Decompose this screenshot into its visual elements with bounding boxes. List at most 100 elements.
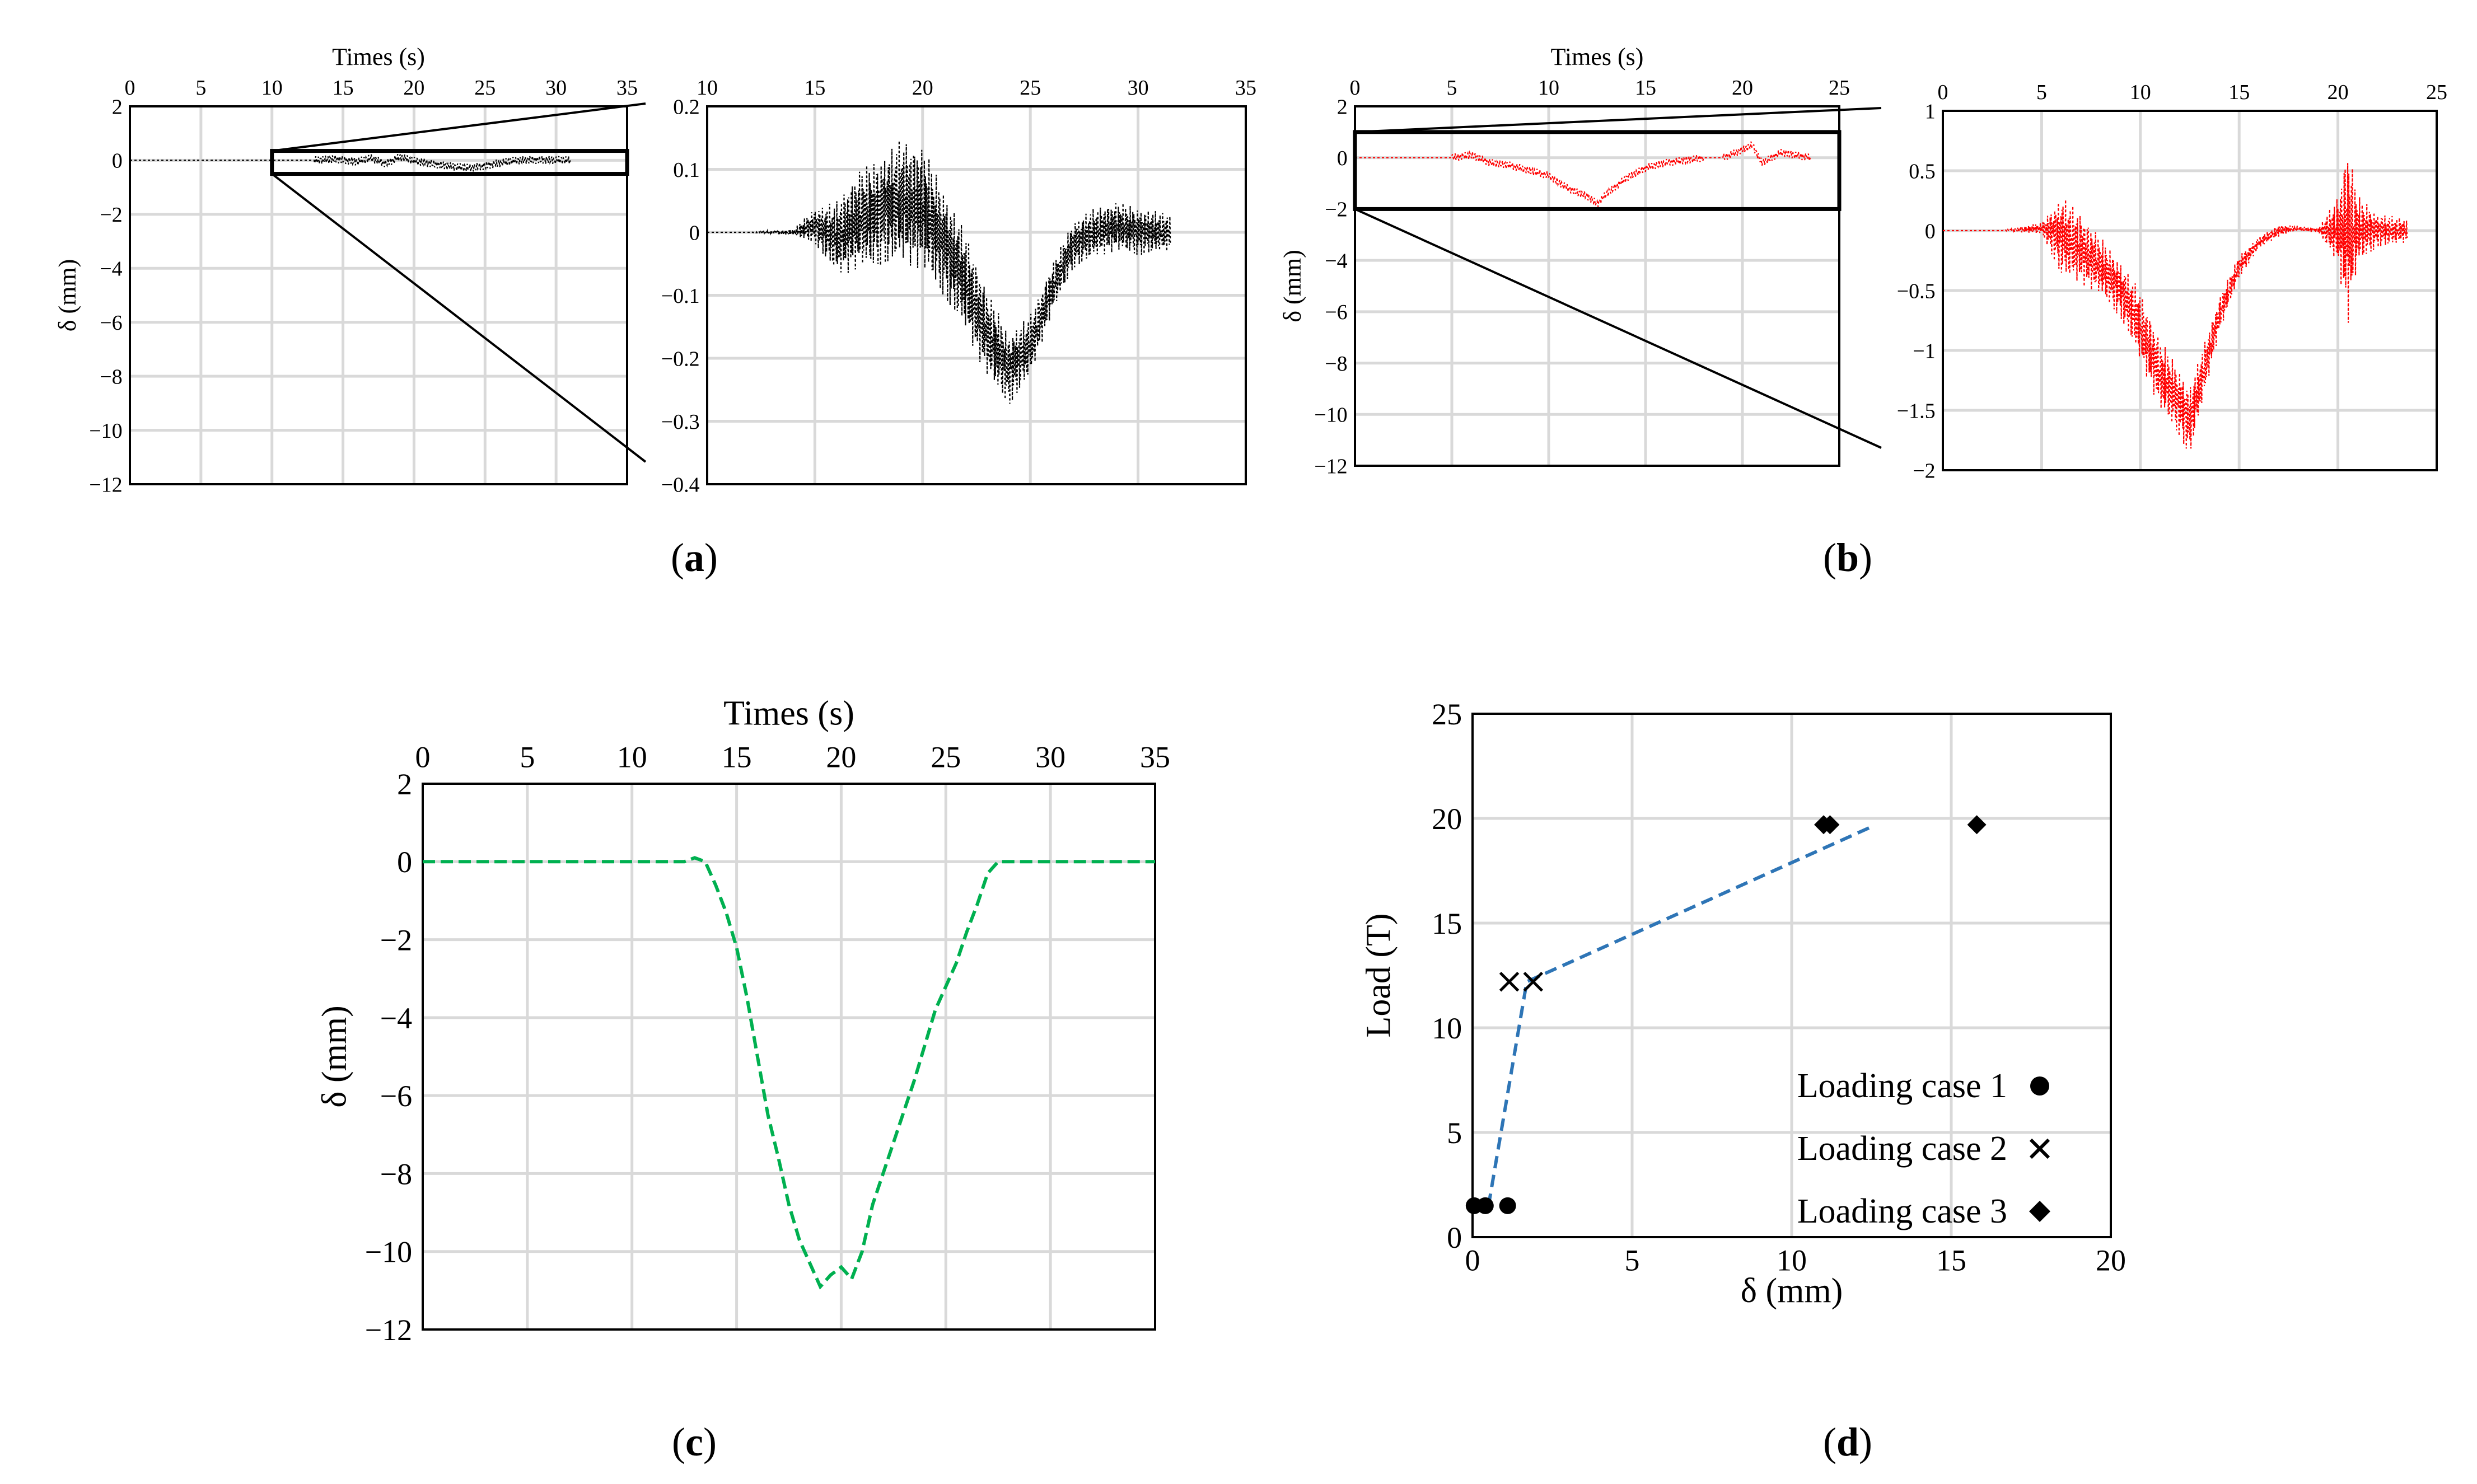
y-tick-label: −0.4 (661, 473, 700, 497)
x-axis-title: Times (s) (1551, 43, 1644, 71)
series-line-c (423, 856, 1155, 1290)
y-tick-label: −8 (380, 1157, 412, 1191)
y-tick-label: 10 (1432, 1012, 1462, 1045)
y-tick-label: −12 (89, 473, 122, 497)
y-tick-label: 20 (1432, 802, 1462, 836)
x-tick-label: 0 (1938, 81, 1948, 104)
y-tick-label: −10 (1314, 404, 1347, 427)
x-tick-label: 20 (826, 740, 856, 774)
x-tick-label: 25 (2426, 81, 2447, 104)
x-axis-title: δ (mm) (1741, 1272, 1843, 1310)
y-tick-label: −2 (380, 923, 412, 957)
x-tick-label: 35 (616, 76, 638, 100)
y-tick-label: −6 (1325, 301, 1347, 324)
marker-circle (1499, 1197, 1516, 1214)
x-tick-label: 15 (1936, 1243, 1966, 1277)
y-axis-title: δ (mm) (315, 1005, 353, 1107)
series-line-b-zoom (1943, 163, 2408, 449)
x-tick-label: 30 (1128, 76, 1149, 100)
y-tick-label: −6 (100, 311, 122, 335)
plot-frame (1471, 713, 2112, 1238)
zoom-connector-top (1354, 107, 1882, 133)
x-tick-label: 0 (125, 76, 135, 100)
y-tick-label: −2 (100, 203, 122, 227)
y-tick-label: 15 (1432, 907, 1462, 940)
y-tick-label: −6 (380, 1079, 412, 1113)
x-tick-label: 20 (2096, 1243, 2126, 1277)
zoom-connector-bottom (271, 172, 647, 463)
zoom-box (1353, 130, 1842, 211)
x-tick-label: 0 (415, 740, 431, 774)
panel-label-a: (a) (671, 535, 718, 580)
x-tick-label: 20 (912, 76, 933, 100)
panel-label-b: (b) (1823, 535, 1872, 580)
chart-b-zoom: 0 5 10 15 20 25 1 0.5 0 −0.5 −1 −1.5 −2 (1897, 81, 2447, 483)
chart-d: 0 5 10 15 20 25 20 15 10 5 0 δ (mm) Load (T) Loading … (1359, 697, 2126, 1310)
y-tick-label: −0.2 (661, 347, 700, 371)
y-tick-label: −10 (365, 1235, 412, 1269)
y-tick-label: 0 (1447, 1221, 1462, 1254)
marker-diamond (1820, 815, 1840, 835)
plot-frame (422, 783, 1156, 1331)
zoom-connector-bottom (1354, 208, 1882, 449)
y-tick-label: −4 (100, 258, 122, 281)
marker-x (1523, 971, 1544, 992)
trend-line (1487, 825, 1872, 1206)
x-tick-label: 25 (931, 740, 961, 774)
legend-marker-x (2029, 1138, 2050, 1159)
x-tick-label: 0 (1465, 1243, 1480, 1277)
y-tick-label: 2 (397, 767, 412, 801)
y-tick-label: 2 (1337, 95, 1348, 119)
legend-label: Loading case 1 (1797, 1067, 2007, 1105)
y-tick-label: 0.5 (1909, 160, 1936, 183)
x-tick-label: 25 (474, 76, 496, 100)
x-tick-label: 5 (195, 76, 206, 100)
x-tick-label: 10 (261, 76, 283, 100)
legend-marker-diamond (2029, 1201, 2050, 1222)
x-tick-label: 25 (1829, 76, 1850, 100)
y-tick-label: 0 (689, 221, 700, 245)
zoom-connector-top (272, 102, 646, 152)
x-tick-label: 30 (1035, 740, 1065, 774)
panel-label-d: (d) (1823, 1420, 1872, 1464)
legend-marker-circle (2030, 1076, 2049, 1096)
x-tick-label: 5 (1625, 1243, 1640, 1277)
y-tick-label: −8 (100, 365, 122, 388)
y-tick-label: −2 (1913, 459, 1935, 483)
x-tick-label: 5 (520, 740, 535, 774)
legend-label: Loading case 2 (1797, 1130, 2007, 1168)
y-tick-label: 25 (1432, 697, 1462, 731)
y-tick-label: −10 (89, 419, 122, 443)
marker-diamond (1967, 815, 1987, 835)
x-tick-label: 25 (1020, 76, 1041, 100)
x-tick-label: 20 (1732, 76, 1753, 100)
y-tick-label: 0.2 (673, 95, 700, 119)
series-line-b-full (1355, 141, 1811, 207)
legend: Loading case 1 Loading case 2 Loading case… (1797, 1067, 2050, 1230)
plot-frame (1354, 105, 1840, 467)
x-tick-label: 15 (804, 76, 825, 100)
marker-x (1499, 971, 1520, 992)
x-axis-title: Times (s) (332, 43, 425, 71)
x-tick-label: 20 (2328, 81, 2349, 104)
plot-frame (1942, 110, 2438, 471)
x-tick-label: 15 (722, 740, 752, 774)
x-tick-label: 0 (1350, 76, 1361, 100)
legend-label: Loading case 3 (1797, 1192, 2007, 1230)
y-tick-label: −0.1 (661, 284, 700, 308)
chart-a-zoom: 10 15 20 25 30 35 0.2 0.1 0 −0.1 −0.2 −0.3 −0.4 (661, 76, 1256, 497)
x-tick-label: 10 (2130, 81, 2151, 104)
x-tick-label: 5 (2036, 81, 2047, 104)
y-axis-title: Load (T) (1359, 913, 1398, 1037)
x-tick-label: 20 (403, 76, 424, 100)
x-tick-label: 15 (1635, 76, 1656, 100)
y-tick-label: 0 (112, 149, 123, 173)
panel-label-c: (c) (672, 1420, 717, 1464)
plot-frame (706, 105, 1247, 485)
x-tick-label: 5 (1447, 76, 1457, 100)
y-tick-label: 0 (397, 845, 412, 879)
